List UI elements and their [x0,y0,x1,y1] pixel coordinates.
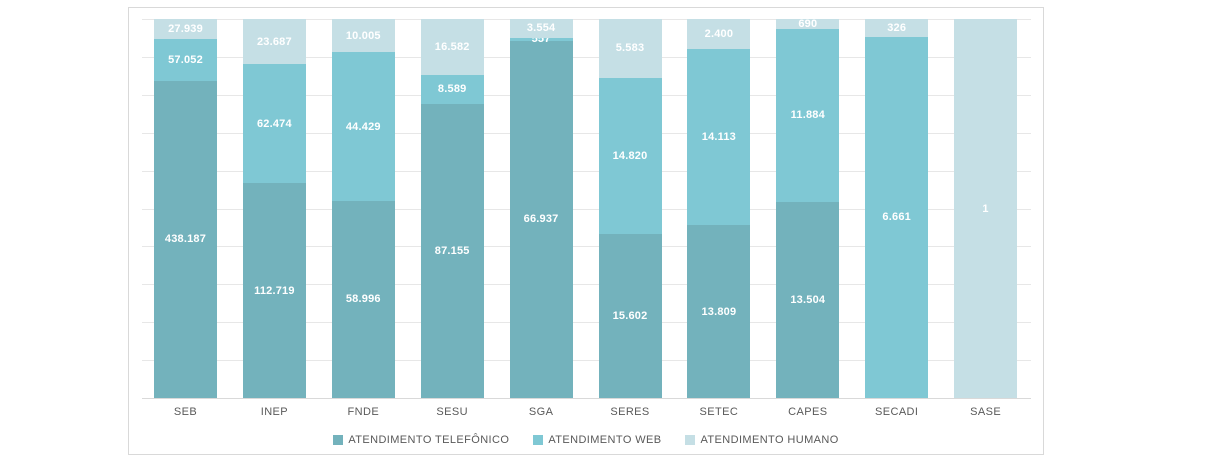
data-label: 13.809 [701,305,737,318]
bar-segment-series2 [154,39,217,81]
bar-segment-series2 [509,37,573,41]
bar-segment-series3 [865,19,929,37]
bar-segment-series3 [331,19,395,53]
bar-capes: 13.504 11.884 690 [776,18,840,398]
data-label: 8.589 [437,83,467,96]
bar-sase: 1 [954,19,1018,398]
bar-inep: 112.719 62.474 23.687 [242,19,306,398]
legend-item-series2: ATENDIMENTO WEB [533,434,661,446]
legend-item-series3: ATENDIMENTO HUMANO [685,434,838,446]
legend-label: ATENDIMENTO TELEFÔNICO [348,434,510,446]
bar-segment-series2 [687,48,751,226]
bar-sga: 66.937 557 3.554 [509,19,573,398]
x-axis-label: CAPES [788,406,828,418]
gridline [142,94,1031,96]
legend-swatch-icon [533,435,544,445]
data-label: 1 [982,202,989,215]
data-label: 11.884 [790,109,825,122]
data-label: 57.052 [168,53,203,66]
gridline [142,19,1031,20]
legend-swatch-icon [685,435,696,445]
data-label: 62.474 [256,117,292,130]
data-label: 5.583 [615,42,645,55]
bar-segment-series3 [154,19,217,40]
legend-label: ATENDIMENTO WEB [548,434,662,446]
data-label: 27.939 [168,23,203,36]
data-label: 66.937 [523,213,559,226]
bar-segment-series1 [420,103,484,398]
data-label: 16.582 [434,40,470,53]
data-label: 14.113 [701,131,737,144]
data-label: 13.504 [790,293,826,306]
bar-segment-series2 [420,74,484,104]
legend-item-series1: ATENDIMENTO TELEFÔNICO [333,434,509,446]
x-axis-label: FNDE [347,406,380,418]
x-axis-label: SESU [436,406,468,418]
bar-segment-series1 [509,40,573,398]
data-label: 2.400 [704,27,734,40]
stacked-bar-chart: 438.187 57.052 27.939 112.719 62.474 23.687 58… [128,7,1044,455]
bar-secadi: 6.661 326 [865,19,929,398]
gridline [142,284,1031,286]
data-label: 690 [798,18,818,30]
bar-segment-series3 [242,19,306,65]
bar-setec: 13.809 14.113 2.400 [687,19,751,398]
bar-segment-series2 [865,36,929,398]
gridline [142,170,1031,172]
bar-segment-series3 [598,19,662,78]
x-axis: SEB INEP FNDE SESU SGA SERES SETEC CAPES SECADI S… [142,406,1031,422]
data-label: 3.554 [526,22,556,35]
data-label: 58.996 [345,293,381,306]
bar-segment-series1 [776,201,840,398]
gridline [142,132,1031,134]
data-label: 438.187 [164,233,207,246]
bar-segment-series3 [420,19,484,75]
bar-segment-series1 [331,200,395,398]
bar-segment-series1 [242,183,306,398]
bar-segment-series1 [687,225,751,398]
x-axis-label: SEB [173,406,198,418]
plot-area: 438.187 57.052 27.939 112.719 62.474 23.687 58… [142,18,1031,399]
x-axis-label: SETEC [699,406,739,418]
x-axis-label: SERES [610,406,650,418]
gridline [142,56,1031,58]
bar-segment-series3 [509,19,573,38]
bar-segment-series1 [154,80,217,398]
x-axis-label: SGA [528,406,554,418]
bar-segment-series3 [776,19,840,30]
data-label: 23.687 [256,35,292,48]
chart-legend: ATENDIMENTO TELEFÔNICO ATENDIMENTO WEB ATE… [129,434,1043,446]
x-axis-line [142,398,1031,399]
bar-segment-series2 [242,64,306,184]
x-axis-label: INEP [260,406,289,418]
bar-seres: 15.602 14.820 5.583 [598,19,662,398]
data-label: 10.005 [345,29,381,42]
data-label: 14.820 [612,149,648,162]
bar-seb: 438.187 57.052 27.939 [154,19,217,398]
x-axis-label: SASE [970,406,1002,418]
legend-swatch-icon [333,435,344,445]
bar-sesu: 87.155 8.589 16.582 [420,19,484,398]
data-label: 87.155 [434,244,470,257]
gridline [142,360,1031,362]
bar-segment-series3 [954,19,1018,398]
bar-segment-series2 [776,29,840,202]
data-label: 112.719 [254,284,295,297]
bar-fnde: 58.996 44.429 10.005 [331,19,395,398]
bar-segment-series2 [331,52,395,201]
gridline [142,322,1031,324]
bar-segment-series2 [598,77,662,234]
gridline [142,246,1031,248]
gridline [142,208,1031,210]
bar-segment-series3 [687,19,751,49]
bar-segment-series1 [598,233,662,398]
legend-label: ATENDIMENTO HUMANO [700,434,839,446]
x-axis-label: SECADI [875,406,919,418]
data-label: 326 [887,21,907,34]
data-label: 44.429 [345,120,381,133]
data-label: 15.602 [612,309,648,322]
data-label: 6.661 [882,211,911,224]
